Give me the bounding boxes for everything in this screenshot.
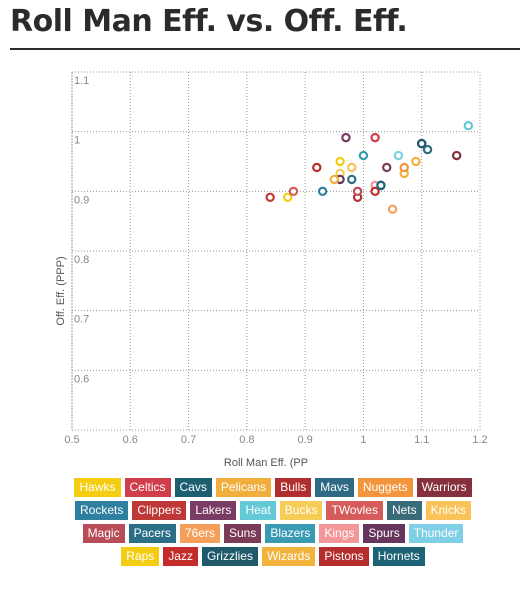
- legend: Hawks Celtics Cavs Pelicans Bulls Mavs Nuggets…: [68, 478, 478, 566]
- x-tick-label: 1.2: [472, 434, 487, 446]
- x-tick-label: 0.6: [123, 434, 138, 446]
- legend-item-grizzlies[interactable]: Grizzlies: [201, 547, 258, 566]
- legend-item-rockets[interactable]: Rockets: [75, 501, 129, 520]
- point-76ers: [387, 204, 398, 214]
- point-mavs: [422, 144, 433, 155]
- legend-item-lakers[interactable]: Lakers: [190, 501, 237, 520]
- point-celtics: [370, 132, 380, 143]
- y-tick-label: 1.1: [74, 75, 89, 87]
- point-suns: [382, 162, 392, 173]
- legend-item-raps[interactable]: Raps: [121, 547, 160, 566]
- x-tick-label: 0.7: [181, 434, 196, 446]
- point-pacers: [347, 174, 357, 185]
- scatter-chart: 0.5 0.6 0.7 0.8 0.9 1 1.1 1.2 0.6 0.7 0.8 0.9 1 1.1 R…: [55, 71, 488, 469]
- point-magic: [352, 186, 363, 197]
- y-tick-label: 0.9: [74, 194, 89, 206]
- point-rockets: [317, 186, 328, 197]
- point-clippers: [265, 192, 275, 202]
- point-grizzlies: [417, 138, 427, 149]
- point-thunder: [393, 150, 404, 161]
- legend-item-warriors[interactable]: Warriors: [416, 478, 472, 497]
- point-wizards: [411, 156, 421, 167]
- legend-item-nuggets[interactable]: Nuggets: [357, 478, 413, 497]
- title-divider: [10, 48, 520, 50]
- x-tick-label: 1: [360, 434, 366, 446]
- x-tick-label: 1.1: [414, 434, 429, 446]
- legend-item-jazz[interactable]: Jazz: [163, 547, 198, 566]
- legend-item-mavs[interactable]: Mavs: [315, 478, 354, 497]
- y-tick-label: 0.6: [74, 373, 89, 385]
- point-hawks: [282, 192, 293, 202]
- legend-item-spurs[interactable]: Spurs: [363, 524, 405, 543]
- legend-item-pistons[interactable]: Pistons: [319, 547, 369, 566]
- point-jazz: [370, 186, 380, 197]
- point-nuggets: [399, 162, 409, 173]
- point-hornets: [376, 180, 386, 191]
- legend-item-76ers[interactable]: 76ers: [179, 524, 220, 543]
- y-tick-label: 0.8: [74, 254, 89, 266]
- y-tick-label: 0.7: [74, 314, 89, 326]
- legend-item-magic[interactable]: Magic: [82, 524, 125, 543]
- legend-item-bucks[interactable]: Bucks: [279, 501, 323, 520]
- data-points: [265, 120, 474, 214]
- point-warriors: [451, 150, 462, 161]
- legend-item-nets[interactable]: Nets: [386, 501, 422, 520]
- legend-item-pacers[interactable]: Pacers: [128, 524, 176, 543]
- legend-item-hornets[interactable]: Hornets: [372, 547, 425, 566]
- point-pistons: [312, 162, 322, 173]
- point-knicks: [347, 162, 357, 173]
- legend-item-thunder[interactable]: Thunder: [408, 524, 464, 543]
- x-tick-label: 0.5: [64, 434, 79, 446]
- legend-item-pelicans[interactable]: Pelicans: [215, 478, 272, 497]
- x-axis-label: Roll Man Eff. (PP: [224, 457, 308, 469]
- point-twovles: [288, 186, 299, 197]
- legend-item-cavs[interactable]: Cavs: [174, 478, 212, 497]
- legend-item-knicks[interactable]: Knicks: [425, 501, 471, 520]
- point-heat: [463, 120, 474, 131]
- legend-item-kings[interactable]: Kings: [319, 524, 360, 543]
- tick-labels: 0.5 0.6 0.7 0.8 0.9 1 1.1 1.2 0.6 0.7 0.8 0.9 1 1.1: [64, 75, 487, 446]
- legend-item-bulls[interactable]: Bulls: [275, 478, 312, 497]
- grid-lines: [71, 71, 481, 431]
- legend-item-clippers[interactable]: Clippers: [132, 501, 187, 520]
- point-blazers: [358, 150, 369, 161]
- legend-item-suns[interactable]: Suns: [223, 524, 262, 543]
- point-raps: [335, 156, 345, 167]
- point-extra: [329, 174, 339, 185]
- point-lakers: [341, 132, 351, 143]
- legend-item-hawks[interactable]: Hawks: [74, 478, 121, 497]
- legend-item-wizards[interactable]: Wizards: [261, 547, 316, 566]
- legend-item-twovles[interactable]: TWovles: [326, 501, 383, 520]
- legend-item-blazers[interactable]: Blazers: [265, 524, 316, 543]
- y-tick-label: 1: [74, 135, 80, 147]
- legend-item-heat[interactable]: Heat: [240, 501, 276, 520]
- legend-item-celtics[interactable]: Celtics: [124, 478, 171, 497]
- x-tick-label: 0.9: [297, 434, 312, 446]
- y-axis-label: Off. Eff. (PPP): [55, 256, 67, 325]
- x-tick-label: 0.8: [239, 434, 254, 446]
- chart-title: Roll Man Eff. vs. Off. Eff.: [10, 4, 408, 39]
